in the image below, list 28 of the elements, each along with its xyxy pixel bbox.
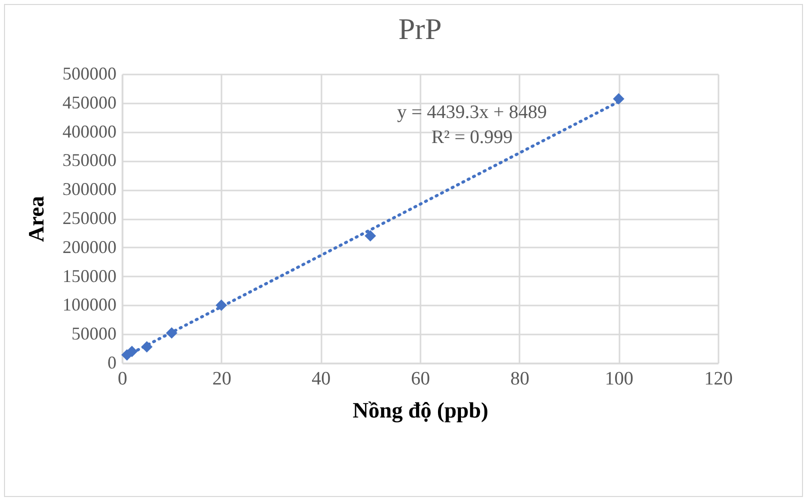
y-tick-label: 300000 [62, 179, 116, 200]
y-tick-label: 200000 [62, 236, 116, 257]
y-tick-label: 500000 [62, 64, 116, 84]
point [216, 300, 228, 311]
chart-title: PrP [398, 13, 442, 46]
x-tick-label: 40 [312, 368, 331, 390]
y-tick-label: 450000 [62, 92, 116, 112]
y-tick-label: 400000 [62, 121, 116, 142]
y-tick-label: 100000 [62, 294, 116, 315]
y-tick-label: 350000 [62, 150, 116, 170]
annotation: y = 4439.3x + 8489 [397, 102, 547, 123]
point [166, 327, 178, 339]
y-tick-label: 50000 [72, 324, 116, 344]
annotation: R² = 0.999 [431, 127, 513, 148]
point [126, 346, 138, 358]
x-tick-label: 80 [510, 368, 530, 390]
y-axis-title: Area [24, 196, 48, 242]
point [612, 93, 624, 105]
x-axis-title: Nồng độ (ppb) [352, 398, 488, 422]
y-tick-label: 250000 [62, 208, 116, 228]
x-tick-label: 20 [212, 368, 232, 390]
x-tick-label: 60 [411, 368, 430, 390]
y-tick-label: 0 [108, 352, 116, 372]
x-tick-label: 120 [704, 368, 733, 390]
y-tick-label: 150000 [62, 266, 116, 286]
point [141, 341, 153, 353]
x-tick-label: 100 [604, 368, 634, 390]
point [364, 230, 376, 242]
